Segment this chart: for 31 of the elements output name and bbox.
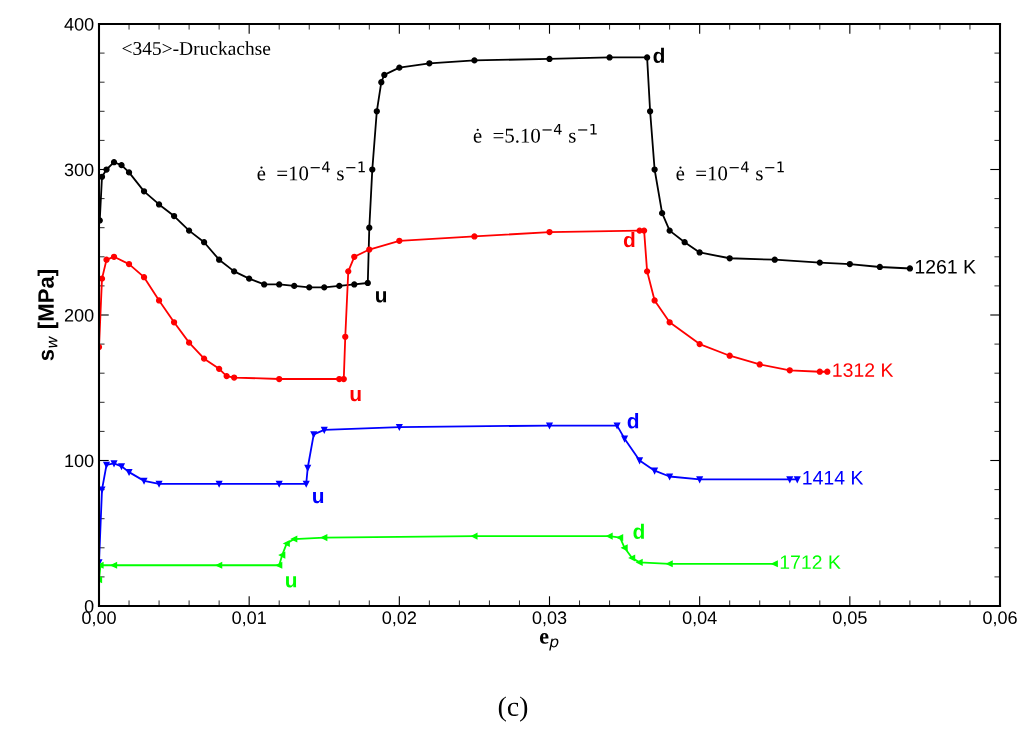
annotation: u <box>350 390 361 402</box>
annotation: d <box>633 523 644 539</box>
annotation: ė =10$^{−4}$ s$^{−1}$ <box>257 161 365 181</box>
annotation: u <box>376 291 387 303</box>
x-tick-label: 0,06 <box>983 611 1017 627</box>
y-tick-label: 100 <box>65 454 94 468</box>
x-tick-label: 0,04 <box>682 611 717 627</box>
text: (c) <box>498 696 528 722</box>
y-tick-label: 200 <box>64 308 94 322</box>
y-axis-title: s$_{w}$ [MPa] <box>37 270 59 361</box>
x-tick-label: 0,02 <box>382 611 416 627</box>
annotation: ė =5.10$^{−4}$ s$^{−1}$ <box>473 123 597 143</box>
annotation: ė =10$^{−4}$ s$^{−1}$ <box>676 161 784 181</box>
series-label: 1312 K <box>833 363 894 377</box>
annotation: u <box>313 492 324 504</box>
annotation: <345>-Druckachse <box>122 41 271 56</box>
x-tick-label: 0,01 <box>232 611 266 627</box>
y-tick-label: 0 <box>84 599 94 613</box>
annotation: d <box>653 47 665 64</box>
x-tick-label: 0,03 <box>532 611 567 627</box>
x-tick-label: 0,00 <box>82 611 116 627</box>
annotation: u <box>286 576 297 588</box>
x-tick-label: 0,05 <box>832 611 867 627</box>
legend-label: 1261 K <box>915 259 976 274</box>
series-label: 1414 K <box>803 471 864 485</box>
y-tick-label: 400 <box>64 17 94 31</box>
series-label: 1712 K <box>780 555 841 569</box>
annotation: d <box>623 232 635 248</box>
y-tick-label: 300 <box>64 163 94 177</box>
annotation: d <box>627 413 639 429</box>
x-axis-title: e$_{p}$ <box>539 633 559 651</box>
